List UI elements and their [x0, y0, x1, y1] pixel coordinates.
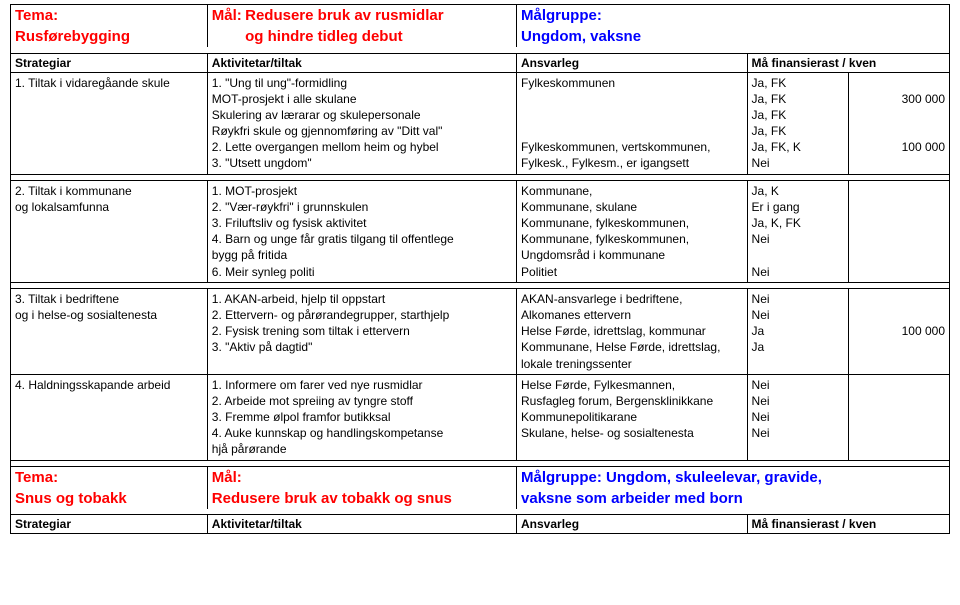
mal-value-1: Redusere bruk av rusmidlar: [245, 7, 443, 24]
malgruppe-label: Målgruppe:: [521, 7, 602, 24]
mal-label: Mål:: [212, 7, 242, 24]
cell-strat: 4. Haldningsskapande arbeid: [11, 374, 208, 460]
malgruppe-value: Ungdom, vaksne: [521, 28, 641, 45]
cell-akt: 1. MOT-prosjekt 2. "Vær-røykfri" i grunn…: [207, 180, 516, 282]
tema2-value: Snus og tobakk: [15, 490, 127, 507]
plan-table: Tema: Mål: Redusere bruk av rusmidlar Må…: [10, 4, 950, 534]
col2-ansvarleg: Ansvarleg: [521, 517, 579, 531]
cell-akt: 1. "Ung til ung"-formidling MOT-prosjekt…: [207, 72, 516, 174]
col-ansvarleg: Ansvarleg: [521, 56, 579, 70]
col2-aktivitetar: Aktivitetar/tiltak: [212, 517, 302, 531]
cell-ans: AKAN-ansvarlege i bedriftene, Alkomanes …: [517, 288, 748, 374]
col2-strategiar: Strategiar: [15, 517, 71, 531]
cell-d: Nei Nei Ja Ja: [747, 288, 848, 374]
cell-akt: 1. AKAN-arbeid, hjelp til oppstart 2. Et…: [207, 288, 516, 374]
table-row: 3. Tiltak i bedriftene og i helse-og sos…: [11, 288, 950, 374]
mal-value-2: og hindre tidleg debut: [245, 28, 403, 45]
tema-label: Tema:: [15, 7, 58, 24]
col-aktivitetar: Aktivitetar/tiltak: [212, 56, 302, 70]
col-finansierast: Må finansierast / kven: [752, 56, 877, 70]
cell-e: 300 000 100 000: [848, 72, 949, 174]
cell-e: 100 000: [848, 288, 949, 374]
mal2-label: Mål:: [212, 469, 242, 486]
cell-e: [848, 374, 949, 460]
cell-ans: Fylkeskommunen Fylkeskommunen, vertskomm…: [517, 72, 748, 174]
cell-d: Ja, K Er i gang Ja, K, FK Nei Nei: [747, 180, 848, 282]
cell-d: Nei Nei Nei Nei: [747, 374, 848, 460]
cell-e: [848, 180, 949, 282]
col-strategiar: Strategiar: [15, 56, 71, 70]
cell-strat: 1. Tiltak i vidaregåande skule: [11, 72, 208, 174]
cell-strat: 2. Tiltak i kommunane og lokalsamfunna: [11, 180, 208, 282]
cell-akt: 1. Informere om farer ved nye rusmidlar …: [207, 374, 516, 460]
mg2-line1: Målgruppe: Ungdom, skuleelevar, gravide,: [521, 469, 822, 486]
table-row: 4. Haldningsskapande arbeid 1. Informere…: [11, 374, 950, 460]
cell-ans: Helse Førde, Fylkesmannen, Rusfagleg for…: [517, 374, 748, 460]
cell-d: Ja, FK Ja, FK Ja, FK Ja, FK Ja, FK, K Ne…: [747, 72, 848, 174]
cell-strat: 3. Tiltak i bedriftene og i helse-og sos…: [11, 288, 208, 374]
mal2-value: Redusere bruk av tobakk og snus: [212, 490, 452, 507]
tema-value: Rusførebygging: [15, 28, 130, 45]
tema2-label: Tema:: [15, 469, 58, 486]
cell-ans: Kommunane, Kommunane, skulane Kommunane,…: [517, 180, 748, 282]
mg2-line2: vaksne som arbeider med born: [521, 490, 743, 507]
col2-finansierast: Må finansierast / kven: [752, 517, 877, 531]
table-row: 2. Tiltak i kommunane og lokalsamfunna 1…: [11, 180, 950, 282]
table-row: 1. Tiltak i vidaregåande skule 1. "Ung t…: [11, 72, 950, 174]
